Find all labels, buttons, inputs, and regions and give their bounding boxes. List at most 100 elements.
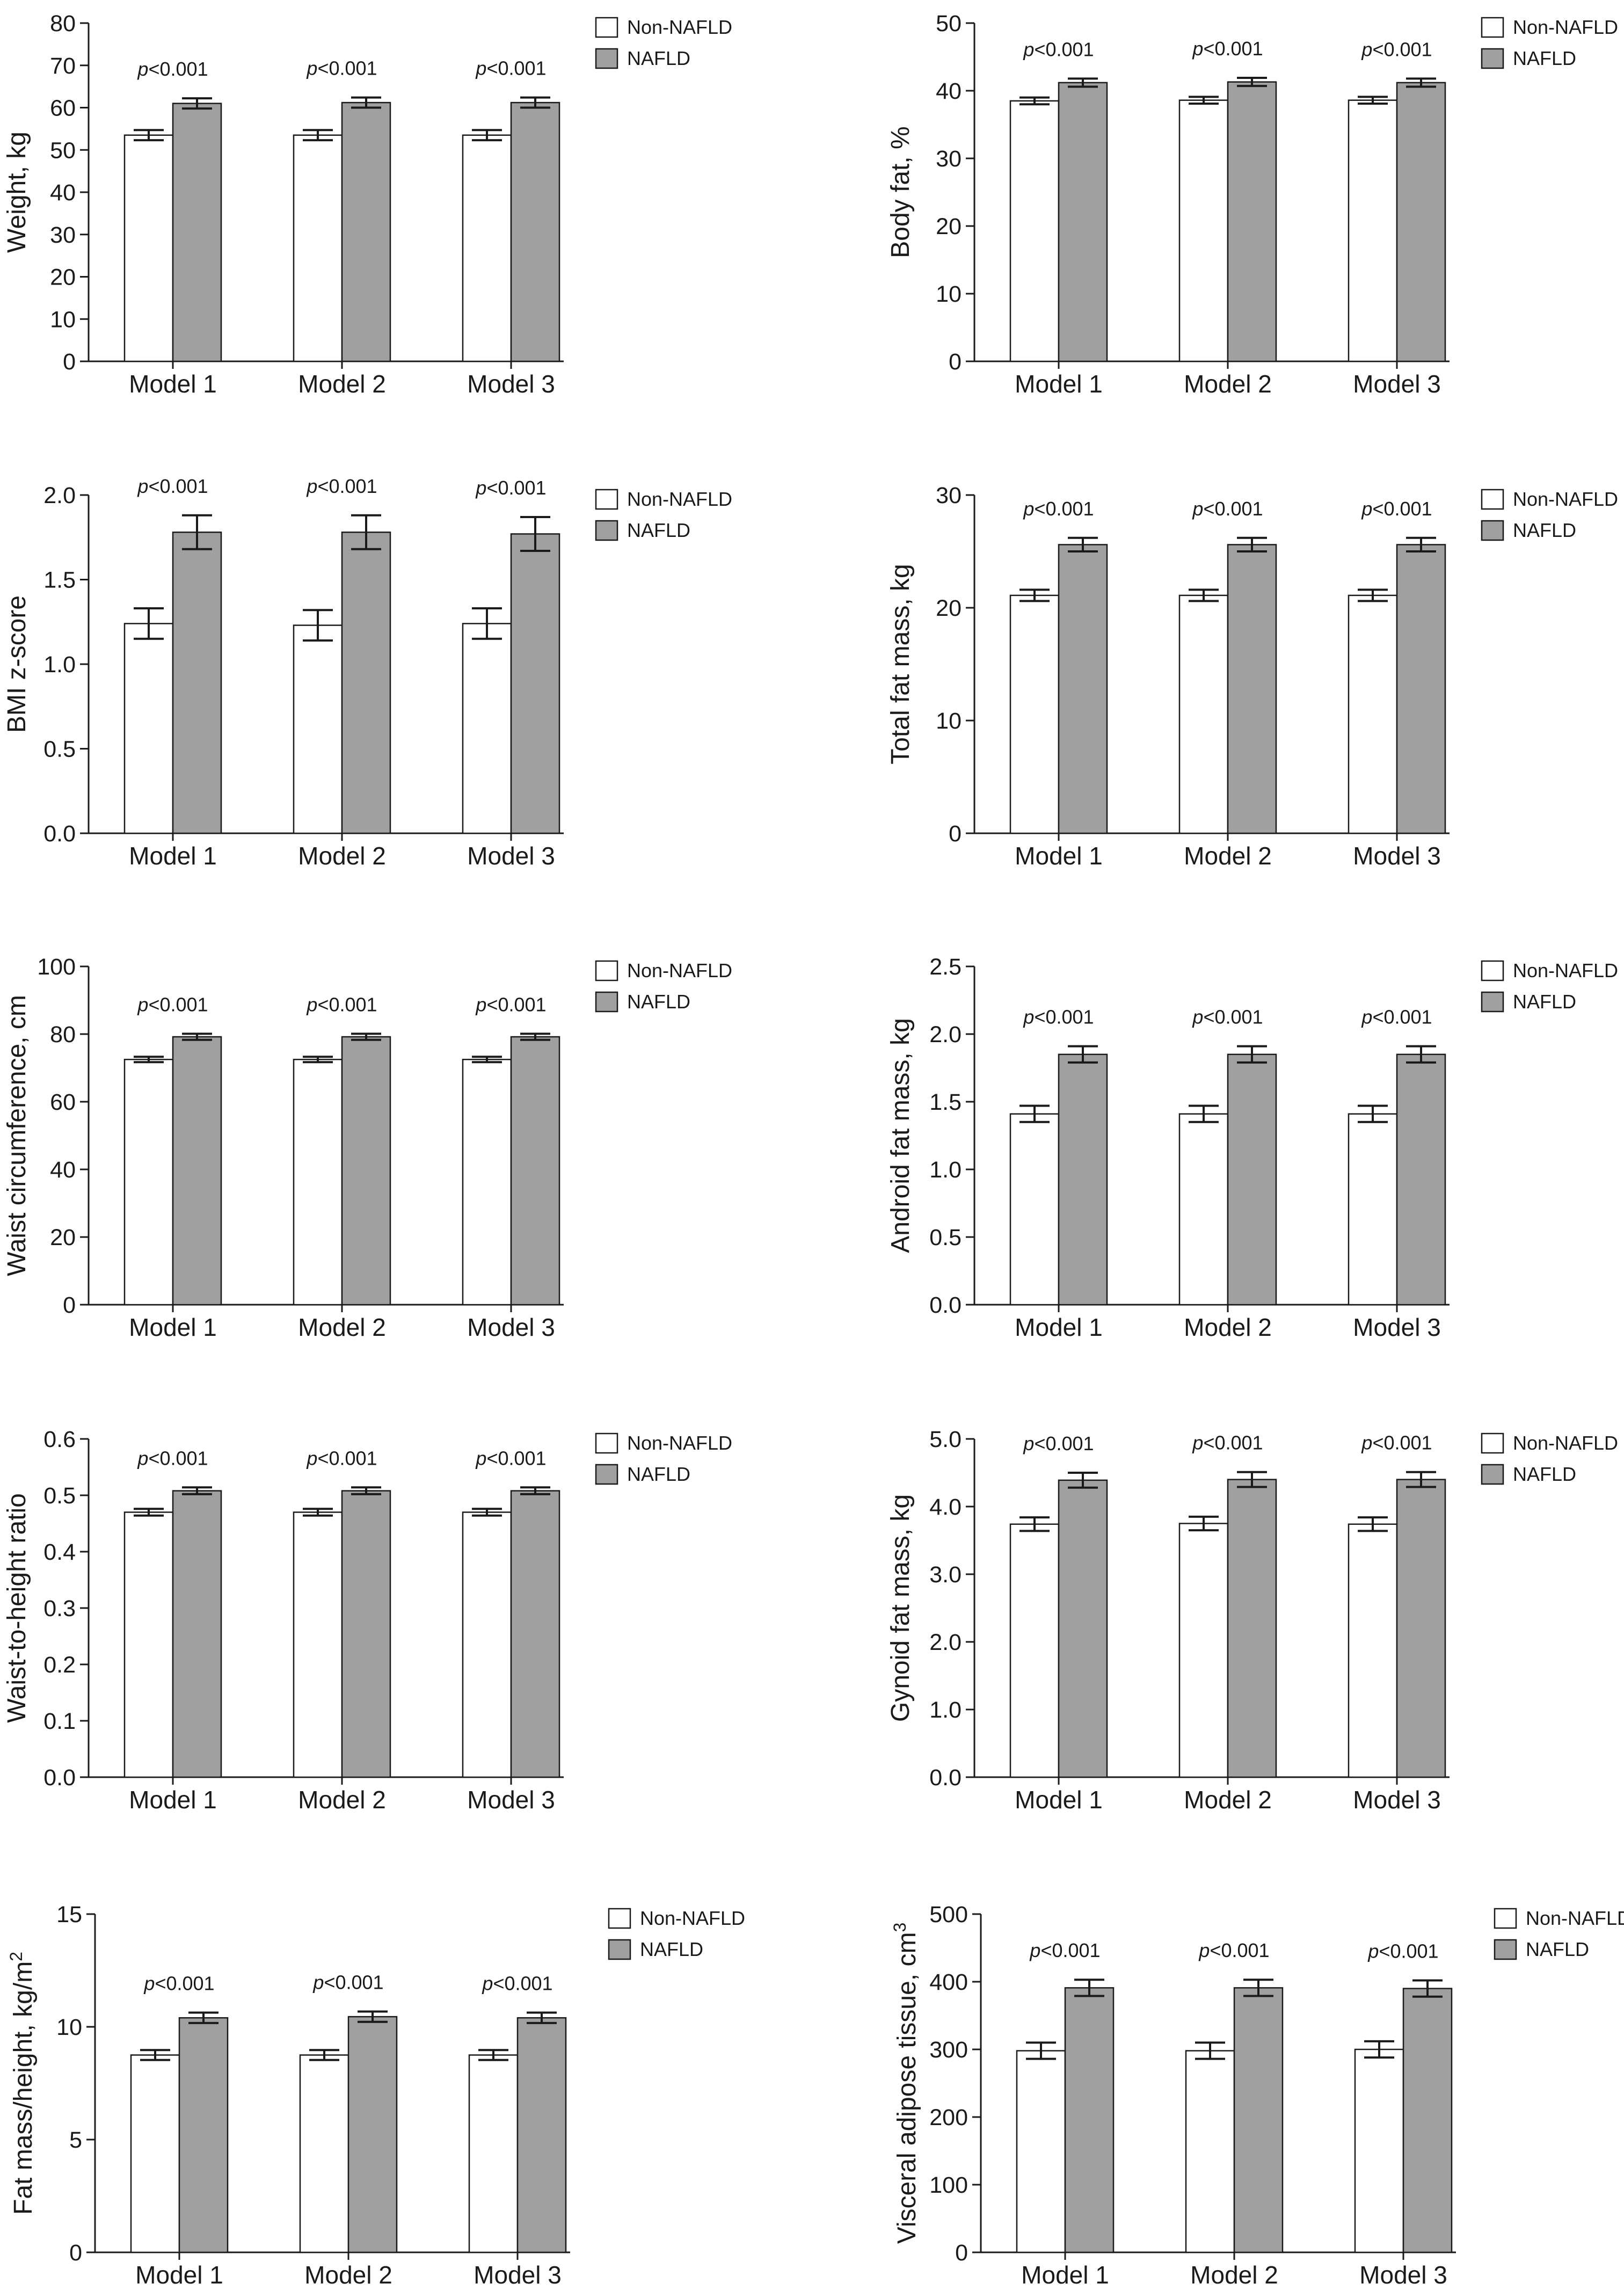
legend-label: NAFLD (627, 1463, 690, 1485)
legend-swatch-non-nafld (595, 960, 618, 981)
bar-nafld (172, 1036, 222, 1306)
x-tick-label: Model 2 (298, 1313, 386, 1341)
y-tick-label: 0.4 (43, 1539, 76, 1565)
legend-label: Non-NAFLD (627, 488, 732, 510)
p-value-label: p<0.001 (1361, 1006, 1432, 1028)
legend-swatch-non-nafld (595, 1432, 618, 1454)
bar-non-nafld (123, 1059, 174, 1306)
bar-nafld (341, 1036, 391, 1306)
bar-nafld (1227, 1479, 1277, 1778)
x-tick-label: Model 3 (467, 842, 555, 870)
p-value-label: p<0.001 (475, 1447, 546, 1469)
y-tick-label: 1.5 (929, 1089, 962, 1115)
legend-label: NAFLD (1513, 1463, 1576, 1485)
legend-swatch-nafld (1481, 520, 1504, 541)
y-tick-label: 0.2 (43, 1652, 76, 1678)
y-axis-title: Visceral adipose tissue, cm3 (890, 1923, 921, 2244)
bar-non-nafld (1009, 594, 1060, 834)
y-tick-label: 40 (936, 78, 962, 104)
chart-panel-10: 0 100 200 300 400 500 Visceral adipose tissue,… (890, 1902, 1624, 2289)
x-tick-label: Model 1 (1021, 2261, 1109, 2289)
legend-swatch-nafld (595, 1464, 618, 1485)
bar-non-nafld (293, 1511, 343, 1778)
bar-nafld (341, 532, 391, 834)
y-tick-label: 10 (936, 708, 962, 734)
x-tick-label: Model 1 (129, 1313, 217, 1341)
x-tick-label: Model 1 (1015, 842, 1103, 870)
x-tick-label: Model 2 (1184, 1786, 1272, 1814)
p-value-label: p<0.001 (1023, 38, 1094, 60)
x-tick-label: Model 2 (298, 1786, 386, 1814)
x-tick-label: Model 2 (298, 842, 386, 870)
bar-non-nafld (468, 2054, 519, 2253)
p-value-label: p<0.001 (143, 1973, 214, 1995)
bar-nafld (510, 1036, 560, 1306)
y-tick-label: 2.0 (929, 1630, 962, 1655)
bar-nafld (172, 103, 222, 362)
y-axis-title: Total fat mass, kg (886, 564, 915, 764)
y-tick-label: 50 (936, 11, 962, 37)
y-tick-label: 100 (929, 2172, 968, 2198)
bar-nafld (341, 101, 391, 362)
y-tick-label: 30 (50, 222, 76, 248)
p-value-label: p<0.001 (1361, 498, 1432, 520)
bar-non-nafld (1009, 100, 1060, 362)
y-tick-label: 80 (50, 11, 76, 37)
bar-nafld (1058, 82, 1108, 362)
y-axis-title: Android fat mass, kg (886, 1018, 915, 1253)
p-value-label: p<0.001 (1361, 1432, 1432, 1454)
chart-panel-6: 0.0 0.5 1.0 1.5 2.0 2.5 Android fat mass, kg Mo… (886, 954, 1618, 1341)
p-value-label: p<0.001 (1029, 1939, 1100, 1961)
chart-panel-7: 0.0 0.1 0.2 0.3 0.4 0.5 0.6 Waist-to-height rat… (3, 1427, 732, 1814)
y-axis-title: Waist circumference, cm (3, 995, 31, 1276)
legend-swatch-nafld (1481, 48, 1504, 69)
p-value-label: p<0.001 (475, 57, 546, 79)
y-tick-label: 10 (936, 281, 962, 307)
bar-non-nafld (299, 2054, 349, 2253)
y-tick-label: 15 (56, 1902, 82, 1928)
y-tick-label: 2.5 (929, 954, 962, 980)
y-tick-label: 4.0 (929, 1494, 962, 1520)
bar-non-nafld (123, 623, 174, 834)
bar-non-nafld (462, 1059, 512, 1306)
p-value-label: p<0.001 (1198, 1939, 1269, 1961)
x-tick-label: Model 3 (1353, 1313, 1441, 1341)
bar-nafld (1396, 82, 1446, 362)
legend-swatch-non-nafld (595, 489, 618, 510)
x-tick-label: Model 1 (1015, 370, 1103, 398)
bar-nafld (1227, 1053, 1277, 1306)
bar-non-nafld (1009, 1113, 1060, 1306)
x-tick-label: Model 2 (298, 370, 386, 398)
p-value-label: p<0.001 (137, 58, 208, 80)
x-tick-label: Model 1 (129, 370, 217, 398)
y-tick-label: 1.5 (43, 568, 76, 593)
x-tick-label: Model 3 (467, 1313, 555, 1341)
bar-nafld (1227, 544, 1277, 834)
bar-non-nafld (123, 134, 174, 362)
chart-panel-2: 0 10 20 30 40 50 Body fat, % Model 1 p<0.001 Mode… (886, 11, 1618, 398)
y-tick-label: 0.0 (929, 1292, 962, 1318)
legend-swatch-nafld (1481, 1464, 1504, 1485)
legend-label: NAFLD (1513, 991, 1576, 1013)
legend-swatch-non-nafld (595, 17, 618, 38)
legend-label: Non-NAFLD (1513, 488, 1618, 510)
y-tick-label: 50 (50, 137, 76, 163)
legend-swatch-nafld (1481, 991, 1504, 1013)
bar-nafld (341, 1490, 391, 1778)
legend-label: Non-NAFLD (1513, 959, 1618, 981)
bar-nafld (510, 1490, 560, 1778)
x-tick-label: Model 3 (1359, 2261, 1447, 2289)
bar-nafld (516, 2017, 567, 2253)
y-tick-label: 80 (50, 1022, 76, 1048)
y-tick-label: 20 (936, 595, 962, 621)
bar-non-nafld (1178, 99, 1229, 362)
y-tick-label: 0 (949, 821, 962, 847)
bar-non-nafld (1348, 1523, 1398, 1778)
y-tick-label: 1.0 (43, 652, 76, 678)
p-value-label: p<0.001 (137, 1447, 208, 1469)
y-tick-label: 30 (936, 483, 962, 508)
bar-non-nafld (1354, 2048, 1404, 2253)
legend-label: Non-NAFLD (1526, 1907, 1624, 1929)
p-value-label: p<0.001 (137, 993, 208, 1015)
